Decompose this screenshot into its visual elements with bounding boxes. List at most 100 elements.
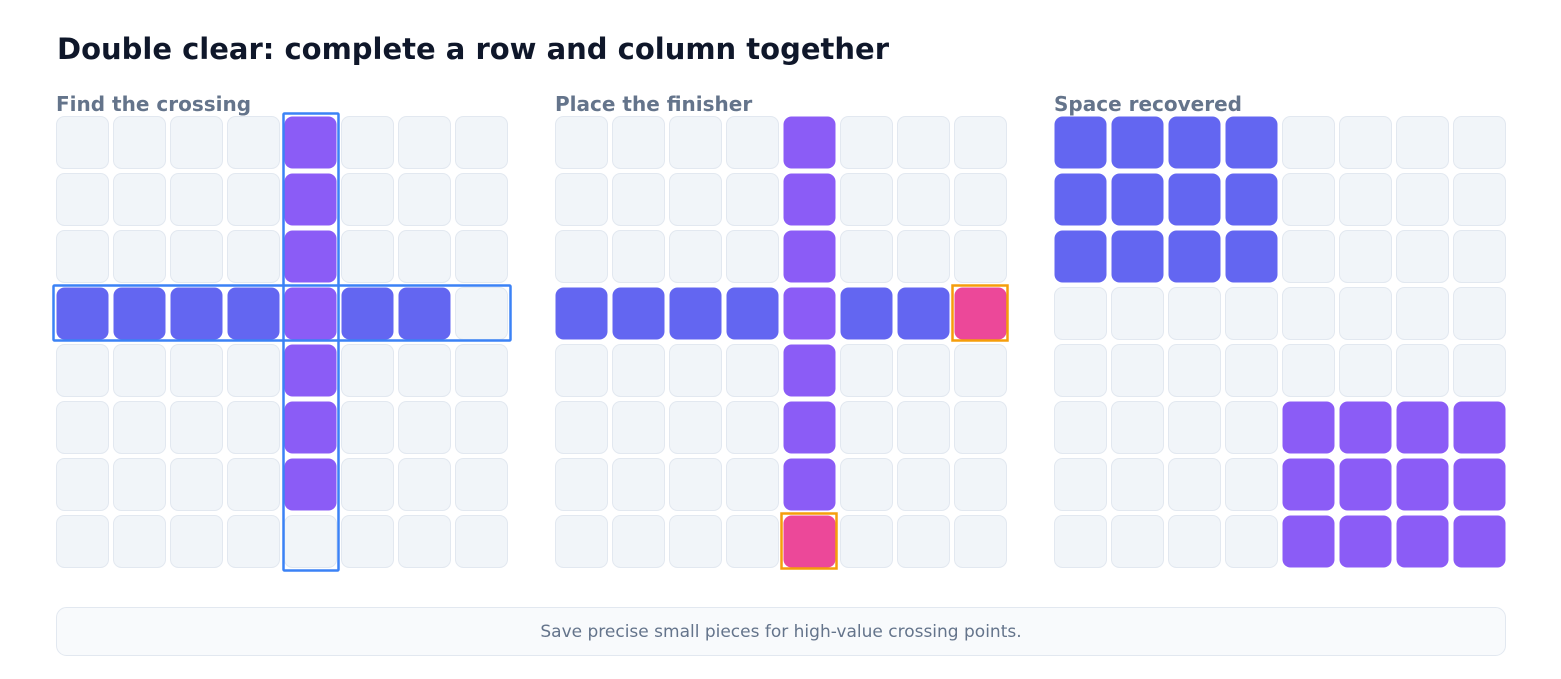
cell xyxy=(113,173,166,226)
cell xyxy=(840,401,893,454)
cell xyxy=(612,230,665,283)
cell xyxy=(1453,116,1506,169)
cell xyxy=(1225,401,1278,454)
cell xyxy=(1168,458,1221,511)
cell xyxy=(56,230,109,283)
cell xyxy=(612,344,665,397)
cell xyxy=(1282,515,1335,568)
cell xyxy=(669,173,722,226)
cell xyxy=(783,344,836,397)
cell xyxy=(555,344,608,397)
cell xyxy=(726,287,779,340)
cell xyxy=(56,173,109,226)
cell xyxy=(840,230,893,283)
cell xyxy=(897,401,950,454)
cell xyxy=(1339,230,1392,283)
cell xyxy=(227,230,280,283)
cell xyxy=(1168,344,1221,397)
cell xyxy=(954,458,1007,511)
cell xyxy=(455,458,508,511)
cell xyxy=(726,401,779,454)
cell xyxy=(897,344,950,397)
cell xyxy=(1168,173,1221,226)
cell xyxy=(341,173,394,226)
cell xyxy=(113,515,166,568)
cell xyxy=(1339,401,1392,454)
cell xyxy=(1225,287,1278,340)
cell xyxy=(1453,173,1506,226)
cell xyxy=(455,287,508,340)
cell xyxy=(555,458,608,511)
cell xyxy=(1054,515,1107,568)
placed-highlight xyxy=(780,512,838,570)
cell xyxy=(669,344,722,397)
cell xyxy=(612,173,665,226)
cell xyxy=(1396,401,1449,454)
cell xyxy=(1396,230,1449,283)
cell xyxy=(840,116,893,169)
cell xyxy=(1282,401,1335,454)
cell xyxy=(455,401,508,454)
cell xyxy=(1225,116,1278,169)
cell xyxy=(284,230,337,283)
cell xyxy=(1225,173,1278,226)
cell xyxy=(783,173,836,226)
cell xyxy=(897,515,950,568)
cell xyxy=(1225,458,1278,511)
cell xyxy=(227,344,280,397)
cell xyxy=(555,230,608,283)
cell xyxy=(1111,401,1164,454)
cell xyxy=(56,287,109,340)
cell xyxy=(726,230,779,283)
cell xyxy=(1111,344,1164,397)
cell xyxy=(398,230,451,283)
cell xyxy=(1054,173,1107,226)
cell xyxy=(612,515,665,568)
cell xyxy=(669,230,722,283)
panel-caption: Place the finisher xyxy=(555,92,752,116)
cell xyxy=(1282,230,1335,283)
cell xyxy=(170,116,223,169)
cell xyxy=(113,287,166,340)
cell xyxy=(726,173,779,226)
cell xyxy=(1168,116,1221,169)
cell xyxy=(284,116,337,169)
cell xyxy=(555,116,608,169)
cell xyxy=(1453,230,1506,283)
cell xyxy=(170,230,223,283)
cell xyxy=(1054,344,1107,397)
cell xyxy=(1054,401,1107,454)
cell xyxy=(1453,344,1506,397)
cell xyxy=(170,287,223,340)
cell xyxy=(669,116,722,169)
cell xyxy=(284,401,337,454)
cell xyxy=(1339,344,1392,397)
column-highlight xyxy=(282,112,340,572)
cell xyxy=(612,401,665,454)
cell xyxy=(1282,287,1335,340)
cell xyxy=(840,344,893,397)
cell xyxy=(56,344,109,397)
cell xyxy=(783,287,836,340)
cell xyxy=(227,116,280,169)
cell xyxy=(840,458,893,511)
cell xyxy=(726,458,779,511)
cell xyxy=(1054,287,1107,340)
cell xyxy=(1339,116,1392,169)
cell xyxy=(1168,515,1221,568)
cell xyxy=(555,515,608,568)
cell xyxy=(1168,287,1221,340)
cell xyxy=(783,116,836,169)
cell xyxy=(954,401,1007,454)
cell xyxy=(398,173,451,226)
cell xyxy=(1111,458,1164,511)
cell xyxy=(1282,173,1335,226)
cell xyxy=(726,515,779,568)
cell xyxy=(555,401,608,454)
cell xyxy=(56,116,109,169)
cell xyxy=(897,287,950,340)
cell xyxy=(555,173,608,226)
cell xyxy=(1396,515,1449,568)
cell xyxy=(1282,458,1335,511)
